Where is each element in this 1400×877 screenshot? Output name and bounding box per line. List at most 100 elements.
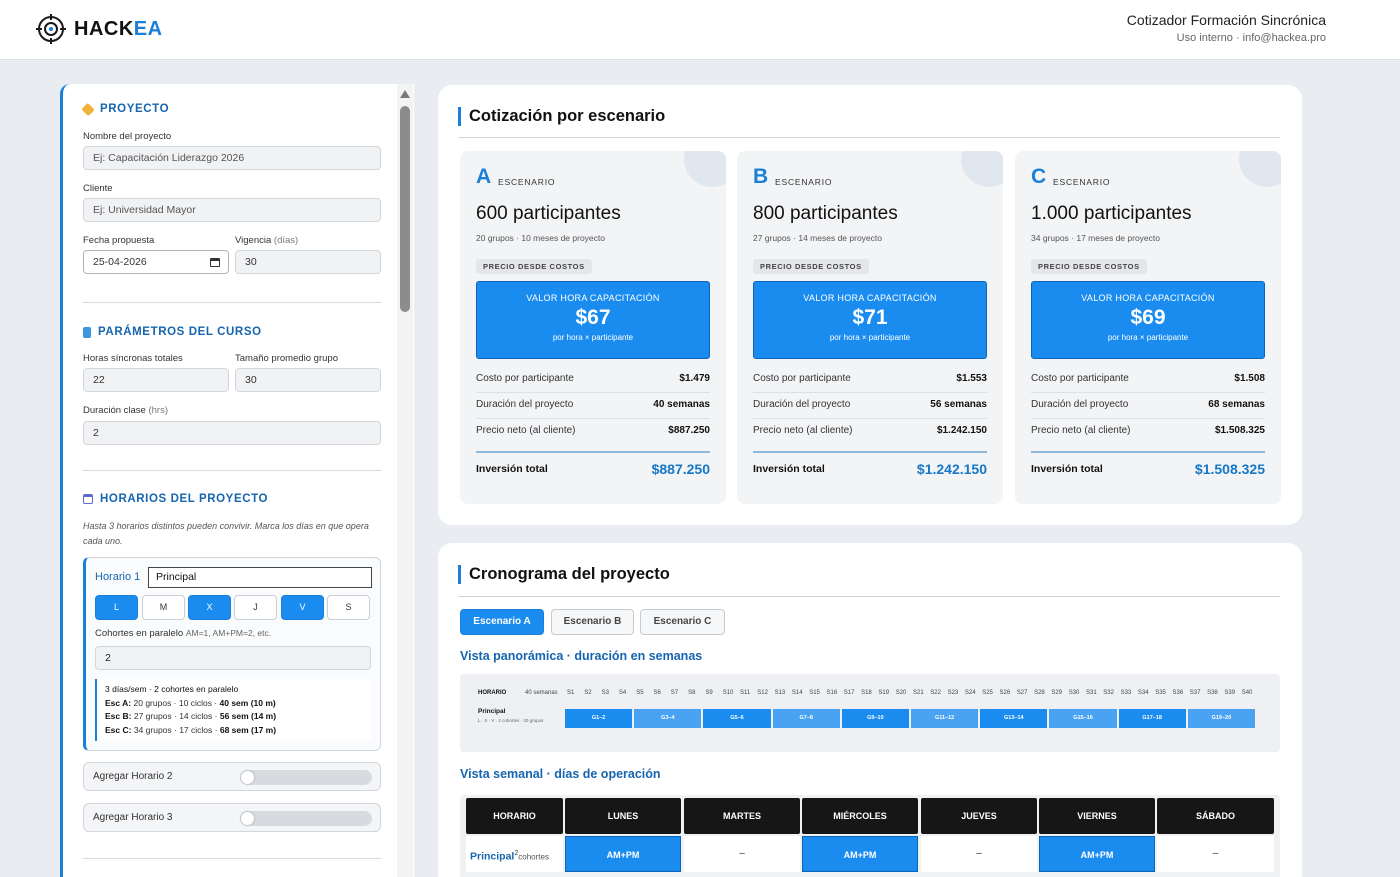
- scenario-sub: 34 grupos · 17 meses de proyecto: [1031, 233, 1160, 243]
- gantt-week-label: S30: [1068, 690, 1080, 696]
- cronograma-panel: Cronograma del proyecto Escenario A Esce…: [438, 543, 1302, 877]
- book-icon: [83, 326, 91, 338]
- gantt-bar[interactable]: G13–14: [980, 709, 1048, 728]
- horarios-hint: Hasta 3 horarios distintos pueden conviv…: [83, 521, 369, 546]
- horas-label: Horas síncronas totales: [83, 353, 183, 364]
- app-title-sub: Uso interno · info@hackea.pro: [1176, 32, 1326, 44]
- gantt-bar[interactable]: G5–6: [703, 709, 771, 728]
- gantt-week-label: S6: [653, 690, 661, 696]
- fecha-label: Fecha propuesta: [83, 235, 155, 246]
- total-label: Inversión total: [753, 463, 825, 475]
- hour-value-sub: por hora × participante: [1107, 333, 1189, 342]
- total-divider: [1031, 451, 1265, 453]
- week-cell: –: [1157, 836, 1274, 872]
- hour-value-head: VALOR HORA CAPACITACIÓN: [803, 293, 937, 303]
- scenario-participants: 600 participantes: [476, 203, 621, 224]
- hour-value-head: VALOR HORA CAPACITACIÓN: [1081, 293, 1215, 303]
- gantt-bar[interactable]: G15–16: [1049, 709, 1117, 728]
- row-neto: Precio neto (al cliente) $1.508.325: [1031, 425, 1265, 436]
- row-neto: Precio neto (al cliente) $887.250: [476, 425, 710, 436]
- week-header: SÁBADO: [1157, 798, 1274, 834]
- week-header: LUNES: [565, 798, 681, 834]
- gantt-col-horario: HORARIO: [478, 690, 507, 696]
- sidebar-form: PROYECTO Nombre del proyecto Ej: Capacit…: [60, 84, 414, 877]
- total-label: Inversión total: [476, 463, 548, 475]
- price-badge: PRECIO DESDE COSTOS: [476, 259, 592, 274]
- tab-escenario-b[interactable]: Escenario B: [551, 609, 634, 635]
- gantt-bar[interactable]: G7–8: [772, 709, 840, 728]
- hour-value: $67: [575, 306, 611, 329]
- calendar-icon[interactable]: [210, 258, 220, 267]
- app-title: Cotizador Formación Sincrónica Uso inter…: [1127, 12, 1326, 44]
- gantt-week-label: S12: [757, 690, 768, 696]
- scroll-thumb[interactable]: [400, 106, 410, 312]
- cliente-input[interactable]: Ej: Universidad Mayor: [83, 198, 381, 222]
- gantt-week-label: S38: [1207, 690, 1218, 696]
- gantt-bar[interactable]: G19–20: [1187, 709, 1255, 728]
- week-cell: AM+PM: [802, 836, 918, 872]
- tab-escenario-c[interactable]: Escenario C: [640, 609, 725, 635]
- target-icon: [36, 14, 66, 44]
- gantt-week-label: S19: [878, 690, 890, 696]
- price-badge: PRECIO DESDE COSTOS: [1031, 259, 1147, 274]
- add-horario-3[interactable]: Agregar Horario 3: [83, 803, 381, 832]
- fecha-input[interactable]: 25-04-2026: [83, 250, 229, 274]
- cohortes-label: Cohortes en paralelo AM=1, AM+PM=2, etc.: [95, 628, 272, 639]
- semanal-title: Vista semanal · días de operación: [460, 767, 661, 781]
- add-horario-3-toggle[interactable]: [240, 811, 372, 826]
- scroll-up-arrow-icon[interactable]: [400, 90, 410, 98]
- vigencia-input[interactable]: 30: [235, 250, 381, 274]
- day-toggle-v[interactable]: V: [281, 595, 324, 620]
- horas-input[interactable]: 22: [83, 368, 229, 392]
- total-label: Inversión total: [1031, 463, 1103, 475]
- day-toggle-m[interactable]: M: [142, 595, 185, 620]
- gantt-week-label: S20: [895, 690, 907, 696]
- tab-escenario-a[interactable]: Escenario A: [460, 609, 544, 635]
- gantt-week-label: S14: [791, 690, 803, 696]
- gantt-bar[interactable]: G11–12: [911, 709, 979, 728]
- total-divider: [476, 451, 710, 453]
- price-badge: PRECIO DESDE COSTOS: [753, 259, 869, 274]
- scenario-participants: 800 participantes: [753, 203, 898, 224]
- gantt-week-label: S31: [1086, 690, 1097, 696]
- decor-circle: [1239, 151, 1281, 187]
- calendar-icon: [83, 494, 93, 504]
- gantt-bar[interactable]: G3–4: [634, 709, 702, 728]
- gantt-week-label: S21: [913, 690, 924, 696]
- scenario-word: ESCENARIO: [498, 177, 556, 187]
- cohortes-input[interactable]: 2: [95, 646, 371, 670]
- gantt-week-label: S10: [722, 690, 734, 696]
- cliente-label: Cliente: [83, 183, 113, 194]
- logo[interactable]: HACKEA: [36, 14, 163, 44]
- gantt-week-label: S2: [584, 690, 592, 696]
- duracion-input[interactable]: 2: [83, 421, 381, 445]
- row-duracion: Duración del proyecto 56 semanas: [753, 393, 987, 419]
- day-toggle-x[interactable]: X: [188, 595, 231, 620]
- gantt-week-label: S1: [567, 690, 575, 696]
- day-toggle-j[interactable]: J: [234, 595, 277, 620]
- gantt-week-label: S25: [982, 690, 993, 696]
- logo-text: HACKEA: [74, 17, 163, 40]
- tamano-input[interactable]: 30: [235, 368, 381, 392]
- day-toggle-l[interactable]: L: [95, 595, 138, 620]
- gantt-week-label: S3: [601, 690, 609, 696]
- row-duracion: Duración del proyecto 68 semanas: [1031, 393, 1265, 419]
- decor-circle: [684, 151, 726, 187]
- gantt-bar[interactable]: G17–18: [1118, 709, 1186, 728]
- summary-head: 3 días/sem · 2 cohortes en paralelo: [105, 684, 239, 694]
- day-toggle-s[interactable]: S: [327, 595, 370, 620]
- gantt-week-label: S40: [1241, 690, 1253, 696]
- horario-1-name-input[interactable]: Principal: [148, 567, 372, 588]
- nombre-input[interactable]: Ej: Capacitación Liderazgo 2026: [83, 146, 381, 170]
- total-value: $887.250: [651, 461, 710, 477]
- add-horario-2-toggle[interactable]: [240, 770, 372, 785]
- week-row-label: Principal: [470, 850, 515, 863]
- cotizacion-title: Cotización por escenario: [458, 107, 665, 126]
- gantt-bar[interactable]: G1–2: [565, 709, 633, 728]
- gantt-bar[interactable]: G9–10: [841, 709, 909, 728]
- app-title-main: Cotizador Formación Sincrónica: [1126, 12, 1326, 28]
- hour-value-sub: por hora × participante: [552, 333, 634, 342]
- section-parametros: PARÁMETROS DEL CURSO: [83, 326, 262, 338]
- gantt-week-label: S5: [636, 690, 644, 696]
- add-horario-2[interactable]: Agregar Horario 2: [83, 762, 381, 791]
